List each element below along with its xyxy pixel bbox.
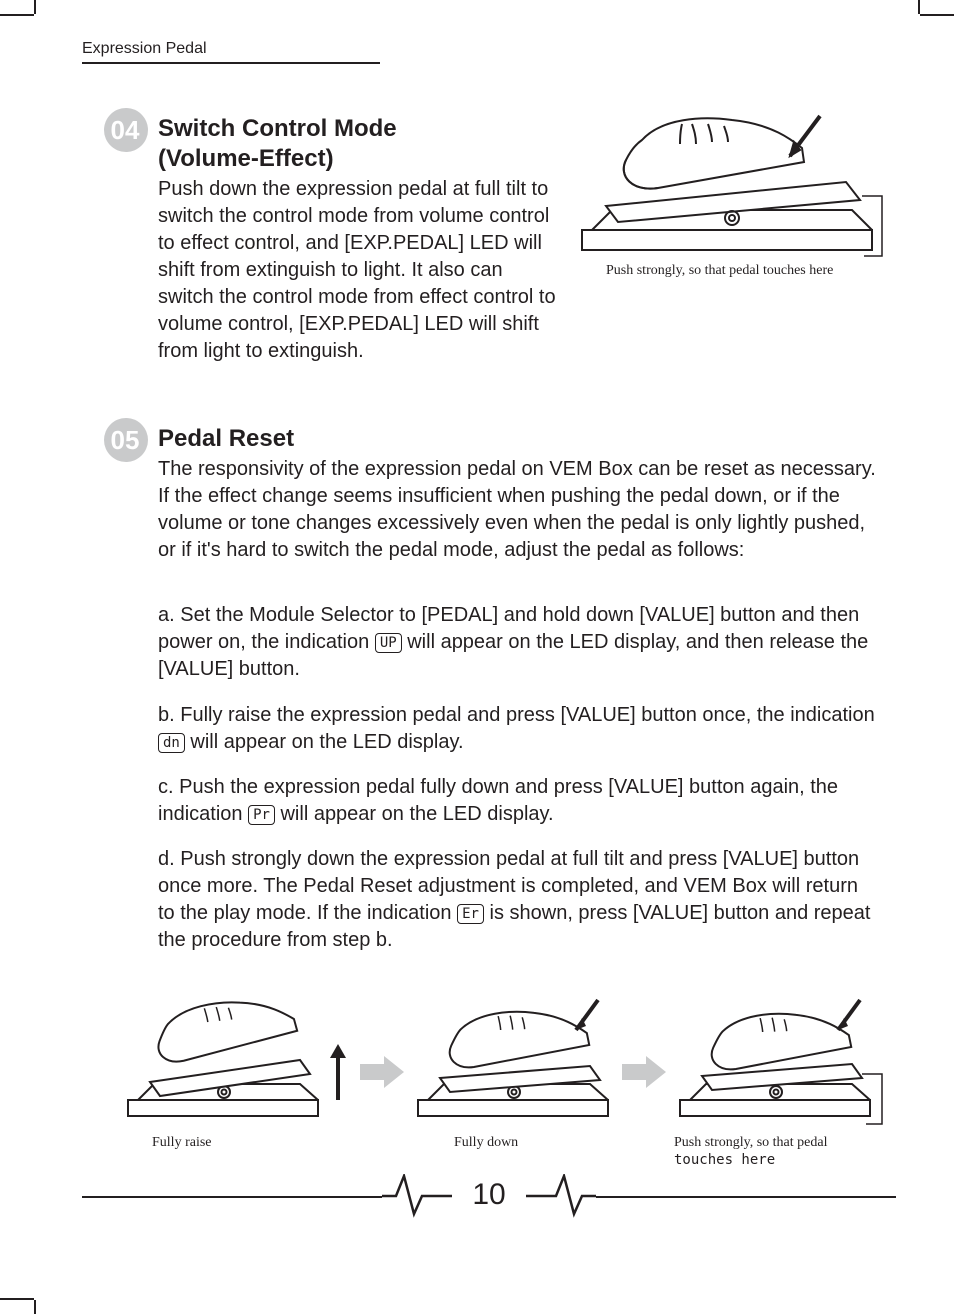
- figure-caption-push-strongly: Push strongly, so that pedal touches her…: [674, 1134, 884, 1169]
- section-number-badge-04: 04: [104, 108, 148, 152]
- manual-page: Expression Pedal 04 Switch Control Mode …: [0, 0, 954, 1314]
- section-05-heading: Pedal Reset: [158, 424, 294, 454]
- section-05-step-c: c. Push the expression pedal fully down …: [158, 774, 878, 828]
- section-04-figure-caption: Push strongly, so that pedal touches her…: [606, 262, 892, 280]
- crop-mark: [918, 0, 920, 14]
- footer-rule-left: [82, 1196, 382, 1198]
- crop-mark: [0, 1298, 34, 1300]
- figure-caption-fully-down: Fully down: [454, 1134, 518, 1152]
- pulse-left-icon: [382, 1174, 452, 1218]
- led-chip-pr: Pr: [248, 805, 275, 825]
- section-04-figure: Push strongly, so that pedal touches her…: [572, 110, 892, 280]
- section-05-step-a: a. Set the Module Selector to [PEDAL] an…: [158, 602, 878, 683]
- section-05-figure-row: Fully raise Fully down Push strongly, so…: [124, 994, 894, 1136]
- led-chip-er: Er: [457, 904, 484, 924]
- section-05-step-d: d. Push strongly down the expression ped…: [158, 846, 878, 954]
- footer-rule-right: [596, 1196, 896, 1198]
- figure-caption-fully-raise: Fully raise: [152, 1134, 212, 1152]
- pedal-steps-diagram-icon: [124, 994, 894, 1136]
- section-04-heading-line1: Switch Control Mode: [158, 115, 397, 142]
- page-footer: 10: [82, 1178, 896, 1218]
- page-header-underline: [82, 62, 380, 64]
- pedal-press-diagram-icon: [572, 110, 892, 260]
- section-05-intro: The responsivity of the expression pedal…: [158, 456, 878, 564]
- pulse-right-icon: [526, 1174, 596, 1218]
- section-number-04: 04: [111, 115, 140, 146]
- section-04-heading-line2: (Volume-Effect): [158, 145, 334, 172]
- section-04-body: Push down the expression pedal at full t…: [158, 176, 558, 365]
- section-number-05: 05: [111, 425, 140, 456]
- crop-mark: [34, 1300, 36, 1314]
- crop-mark: [920, 14, 954, 16]
- section-number-badge-05: 05: [104, 418, 148, 462]
- page-header-title: Expression Pedal: [82, 40, 207, 58]
- led-chip-dn: dn: [158, 733, 185, 753]
- page-number: 10: [472, 1178, 505, 1212]
- section-05-step-b: b. Fully raise the expression pedal and …: [158, 702, 878, 756]
- section-04-heading: Switch Control Mode (Volume-Effect): [158, 114, 397, 174]
- crop-mark: [0, 14, 34, 16]
- crop-mark: [34, 0, 36, 14]
- led-chip-up: UP: [375, 633, 402, 653]
